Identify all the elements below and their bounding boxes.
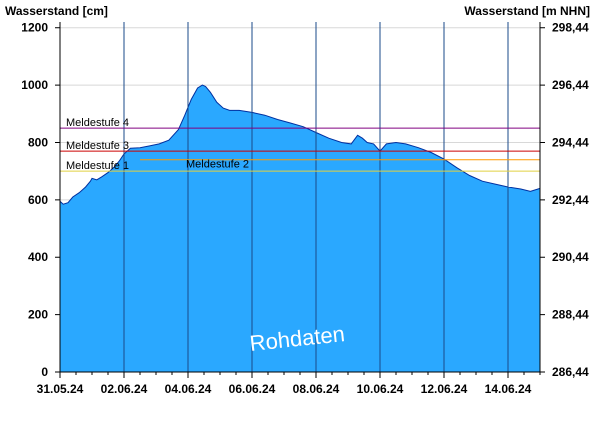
left-tick-label-6: 1200: [21, 21, 48, 35]
level-label-4: Meldestufe 4: [66, 117, 129, 129]
x-tick-label-6: 12.06.24: [421, 382, 468, 396]
series-fill-0: [60, 85, 540, 372]
right-tick-label-6: 298,44: [552, 21, 589, 35]
x-tick-label-2: 04.06.24: [165, 382, 212, 396]
axes: 0 200 400 600 800 1000 1200 286,44 288,44 290,44 2…: [21, 21, 589, 396]
x-tick-label-4: 08.06.24: [293, 382, 340, 396]
x-tick-label-7: 14.06.24: [485, 382, 532, 396]
left-tick-label-5: 1000: [21, 78, 48, 92]
x-tick-label-3: 06.06.24: [229, 382, 276, 396]
right-tick-label-5: 296,44: [552, 78, 589, 92]
series-area: [59, 84, 541, 372]
series-line-0: [59, 84, 541, 205]
level-label-3: Meldestufe 3: [66, 140, 129, 152]
left-tick-label-2: 400: [28, 250, 48, 264]
x-tick-label-0: 31.05.24: [37, 382, 84, 396]
warning-levels: Meldestufe 4 Meldestufe 3 Meldestufe 2 Meld…: [60, 117, 540, 172]
left-tick-label-0: 0: [41, 365, 48, 379]
day-lines: [123, 22, 509, 372]
left-axis-title: Wasserstand [cm]: [5, 4, 108, 18]
left-tick-label-1: 200: [28, 308, 48, 322]
level-label-1: Meldestufe 1: [66, 160, 129, 172]
right-tick-label-2: 290,44: [552, 250, 589, 264]
right-tick-label-3: 292,44: [552, 193, 589, 207]
right-tick-label-0: 286,44: [552, 365, 589, 379]
x-tick-label-1: 02.06.24: [101, 382, 148, 396]
right-tick-label-1: 288,44: [552, 308, 589, 322]
x-tick-label-5: 10.06.24: [357, 382, 404, 396]
right-axis-title: Wasserstand [m NHN]: [464, 4, 590, 18]
level-label-2: Meldestufe 2: [186, 159, 249, 171]
left-tick-label-3: 600: [28, 193, 48, 207]
right-tick-label-4: 294,44: [552, 135, 589, 149]
left-tick-label-4: 800: [28, 135, 48, 149]
